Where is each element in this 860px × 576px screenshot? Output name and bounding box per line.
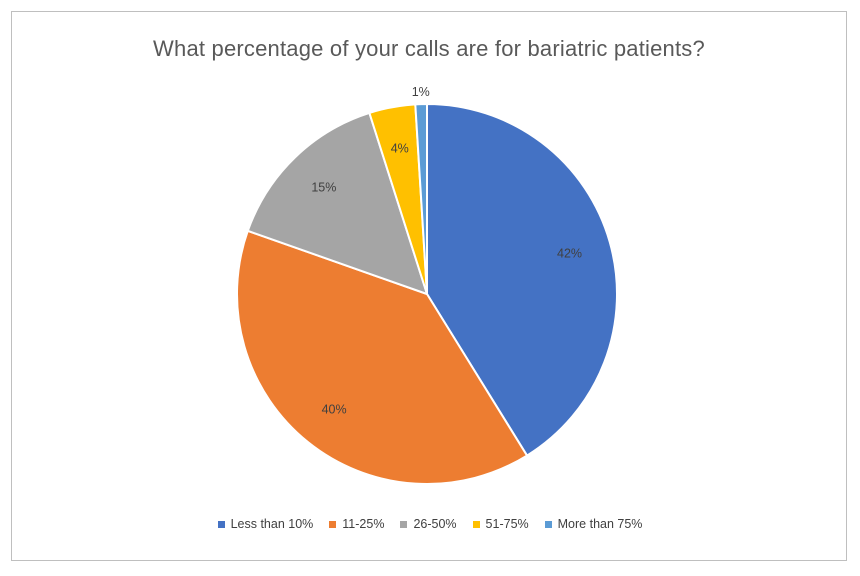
pie-data-label: 1% bbox=[412, 85, 430, 99]
pie-data-label: 15% bbox=[311, 181, 336, 195]
legend-item: Less than 10% bbox=[217, 517, 314, 531]
legend-item: 51-75% bbox=[472, 517, 529, 531]
legend-item: 11-25% bbox=[329, 517, 384, 531]
legend-item: 26-50% bbox=[400, 517, 457, 531]
pie-data-label: 42% bbox=[557, 246, 582, 260]
pie-data-label: 40% bbox=[322, 402, 347, 416]
pie-slice bbox=[236, 229, 529, 485]
legend-swatch bbox=[544, 520, 552, 528]
legend-label: Less than 10% bbox=[230, 517, 314, 531]
chart-title: What percentage of your calls are for ba… bbox=[153, 36, 705, 61]
legend-swatch bbox=[400, 520, 408, 528]
legend-swatch bbox=[472, 520, 480, 528]
chart-legend: Less than 10% 11-25% 26-50% 51-75% More than… bbox=[0, 517, 860, 531]
legend-swatch bbox=[217, 520, 225, 528]
pie-slice bbox=[414, 102, 428, 295]
legend-item: More than 75% bbox=[544, 517, 643, 531]
legend-label: 51-75% bbox=[485, 517, 529, 531]
legend-swatch bbox=[329, 520, 337, 528]
pie-data-labels: 42% 40% 15% 4% 1% bbox=[311, 85, 582, 416]
legend-label: More than 75% bbox=[557, 517, 643, 531]
pie-data-label: 4% bbox=[391, 141, 409, 155]
pie-slice bbox=[246, 111, 429, 296]
legend-label: 26-50% bbox=[413, 517, 457, 531]
legend-label: 11-25% bbox=[342, 517, 385, 531]
pie-slice bbox=[426, 102, 618, 457]
pie-slices bbox=[236, 102, 618, 485]
